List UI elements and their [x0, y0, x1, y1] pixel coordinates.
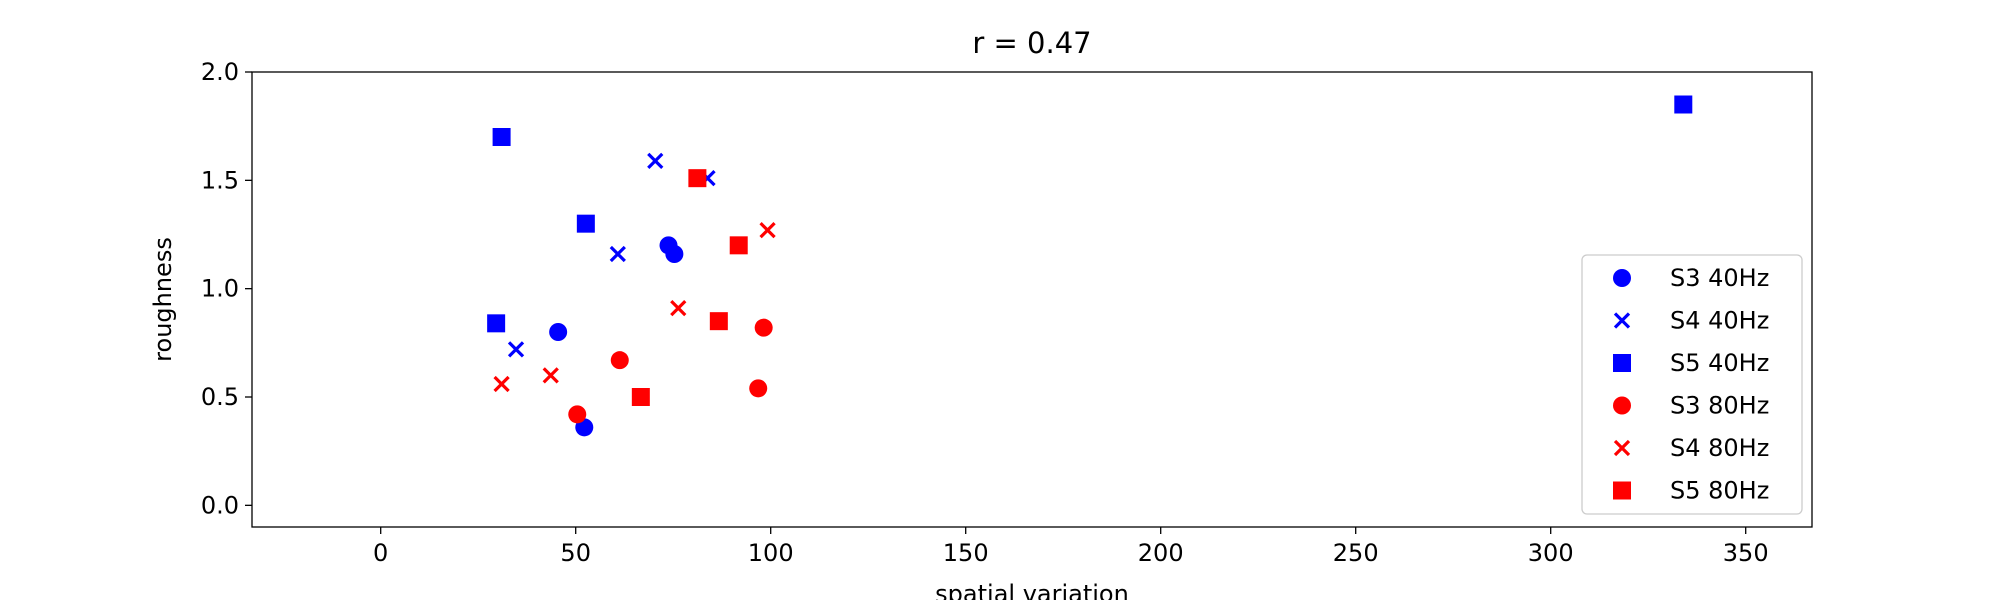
plot-frame: [251, 71, 1813, 528]
chart-title: r = 0.47: [972, 26, 1091, 60]
legend-label: S5 40Hz: [1670, 349, 1769, 377]
legend-marker: [1613, 354, 1631, 372]
legend-marker: [1613, 312, 1631, 329]
data-point: [492, 128, 511, 146]
data-point: [709, 312, 728, 331]
data-point: [631, 388, 650, 406]
x-tick-label: 350: [1723, 539, 1769, 567]
data-point: [576, 214, 595, 233]
data-point: [609, 245, 626, 263]
x-axis: 0 50 100 150 200 250 300 350: [373, 527, 1769, 567]
data-point: [754, 318, 773, 337]
data-point: [688, 169, 707, 188]
y-tick-label: 0.0: [201, 491, 239, 519]
data-point: [670, 300, 687, 317]
legend-label: S3 40Hz: [1670, 264, 1769, 292]
data-point: [549, 323, 568, 341]
legend-label: S4 80Hz: [1670, 434, 1769, 462]
data-point: [1674, 95, 1693, 114]
x-tick-label: 300: [1528, 539, 1574, 567]
data-point: [759, 222, 776, 239]
legend-box: [1581, 254, 1803, 515]
data-point: [542, 367, 559, 384]
data-point: [487, 314, 506, 333]
legend-marker: [1613, 396, 1631, 415]
data-point: [647, 152, 664, 169]
x-tick-label: 50: [560, 539, 591, 567]
data-points: [487, 95, 1693, 437]
x-axis-title: spatial variation: [935, 580, 1129, 600]
data-point: [568, 405, 587, 424]
y-tick-label: 1.5: [201, 166, 239, 194]
data-point: [665, 245, 684, 263]
y-axis: 0.0 0.5 1.0 1.5 2.0: [201, 58, 252, 519]
y-tick-label: 1.0: [201, 275, 239, 303]
legend-label: S5 80Hz: [1670, 477, 1769, 505]
legend: S3 40Hz S4 40Hz S5 40Hz S3 80Hz S4 80Hz S5 80…: [1581, 254, 1803, 515]
data-point: [729, 236, 748, 255]
x-tick-label: 0: [373, 539, 388, 567]
legend-label: S3 80Hz: [1670, 392, 1769, 420]
data-point: [610, 351, 629, 370]
y-tick-label: 2.0: [201, 58, 239, 86]
x-tick-label: 250: [1333, 539, 1379, 567]
x-tick-label: 200: [1138, 539, 1184, 567]
data-point: [749, 379, 768, 398]
y-tick-label: 0.5: [201, 383, 239, 411]
legend-marker: [1613, 269, 1631, 287]
y-axis-title: roughness: [149, 237, 177, 362]
data-point: [493, 375, 510, 393]
legend-marker: [1613, 481, 1631, 500]
legend-label: S4 40Hz: [1670, 307, 1769, 335]
data-point: [507, 341, 525, 358]
x-tick-label: 100: [748, 539, 794, 567]
x-tick-label: 150: [943, 539, 989, 567]
legend-marker: [1613, 439, 1631, 457]
